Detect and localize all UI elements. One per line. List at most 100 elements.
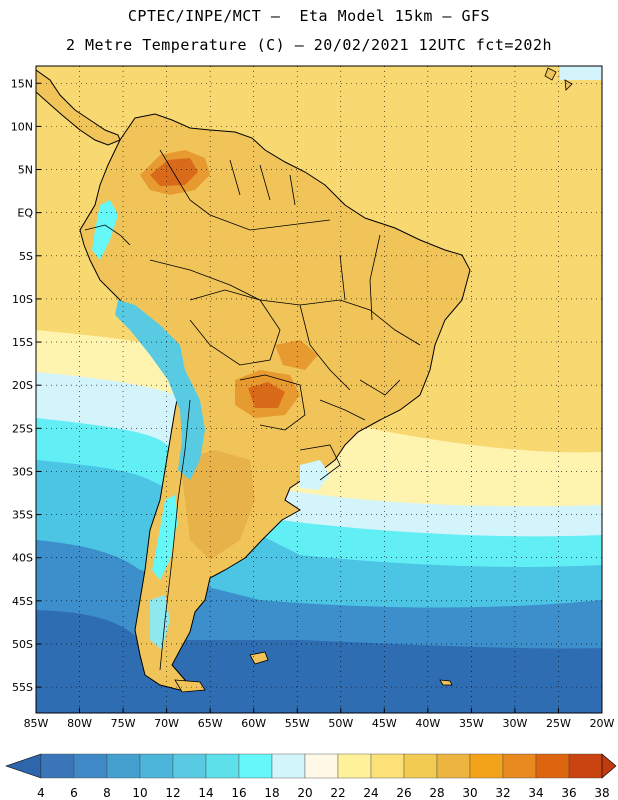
country-borders xyxy=(84,149,421,671)
colorbar-label: 14 xyxy=(198,786,213,800)
lat-tick-label: 10N xyxy=(11,120,33,133)
colorbar-label: 34 xyxy=(528,786,543,800)
colorbar-swatch xyxy=(436,753,471,779)
colorbar-swatch xyxy=(238,753,273,779)
longitude-tick-labels: 85W 80W 75W 70W 65W 60W 55W 50W 45W 40W 35W 30W 25W 2… xyxy=(24,708,615,730)
lat-tick-label: 30S xyxy=(12,465,33,478)
lat-tick-label: 15N xyxy=(11,77,33,90)
lat-tick-label: 45S xyxy=(12,595,33,608)
andes-cold-south xyxy=(152,495,178,580)
island-tierra-del-fuego xyxy=(174,679,206,693)
lon-tick-label: 75W xyxy=(111,717,136,730)
colorbar-label: 8 xyxy=(103,786,111,800)
colorbar-label: 22 xyxy=(330,786,345,800)
colorbar-label: 20 xyxy=(297,786,312,800)
lon-tick-label: 45W xyxy=(372,717,397,730)
border-peru-brazil xyxy=(149,259,261,301)
lon-tick-label: 30W xyxy=(502,717,527,730)
colorbar-label: 28 xyxy=(429,786,444,800)
lon-tick-label: 55W xyxy=(285,717,310,730)
colorbar-swatch xyxy=(205,753,240,779)
lat-tick-label: 25S xyxy=(12,422,33,435)
colorbar-label: 4 xyxy=(37,786,45,800)
andes-cold-north xyxy=(92,200,118,260)
border-bolivia xyxy=(189,289,281,366)
island-south-georgia xyxy=(439,679,453,686)
colorbar-swatch xyxy=(106,753,141,779)
colorbar-label: 24 xyxy=(363,786,378,800)
island-caribbean-1 xyxy=(544,67,557,81)
border-guianas xyxy=(229,159,296,206)
ocean-pale-corner xyxy=(560,66,602,80)
colorbar-swatch xyxy=(73,753,108,779)
hot-region-mato-grosso xyxy=(275,340,318,370)
lat-tick-label: 35S xyxy=(12,509,33,522)
map-frame xyxy=(35,65,603,714)
colorbar-swatch xyxy=(370,753,405,779)
colorbar-swatch xyxy=(139,753,174,779)
colorbar-swatch xyxy=(304,753,339,779)
lon-tick-label: 35W xyxy=(459,717,484,730)
colorbar-low-arrow xyxy=(5,753,42,779)
colorbar-swatch xyxy=(337,753,372,779)
lat-tick-label: 20S xyxy=(12,379,33,392)
andes-cold-central xyxy=(115,300,205,480)
latitude-tick-labels: 15N 10N 5N EQ 5S 10S 15S 20S 25S 30S 35S 40S 45S 50S 5… xyxy=(11,77,41,694)
map-plot-area xyxy=(36,66,602,713)
central-america-land xyxy=(36,69,121,146)
lon-tick-label: 20W xyxy=(590,717,615,730)
border-uruguay xyxy=(299,444,341,481)
colorbar-swatch xyxy=(271,753,306,779)
lat-tick-label: 55S xyxy=(12,681,33,694)
lon-tick-label: 60W xyxy=(241,717,266,730)
lon-tick-label: 85W xyxy=(24,717,49,730)
map-title-line-1: CPTEC/INPE/MCT – Eta Model 15km – GFS xyxy=(127,7,491,25)
border-brazil-states xyxy=(259,234,421,421)
colorbar-swatch xyxy=(535,753,570,779)
lon-tick-label: 80W xyxy=(67,717,92,730)
lat-tick-label: 40S xyxy=(12,552,33,565)
lat-tick-label: EQ xyxy=(17,207,33,220)
lat-tick-label: 50S xyxy=(12,638,33,651)
colorbar-swatch xyxy=(568,753,603,779)
lat-tick-label: 5N xyxy=(18,164,33,177)
lon-tick-label: 50W xyxy=(328,717,353,730)
colorbar-label: 6 xyxy=(70,786,78,800)
lat-tick-label: 5S xyxy=(19,250,33,263)
island-falklands xyxy=(249,651,269,665)
colorbar-swatch xyxy=(469,753,504,779)
colorbar-swatch xyxy=(40,753,75,779)
lat-tick-label: 10S xyxy=(12,293,33,306)
hottest-region-chaco xyxy=(248,382,285,408)
map-title-line-2: 2 Metre Temperature (C) – 20/02/2021 12U… xyxy=(65,36,553,54)
warm-region-pampas xyxy=(180,450,255,560)
colorbar-label: 38 xyxy=(594,786,609,800)
island-caribbean-2 xyxy=(564,79,573,91)
colorbar-swatch xyxy=(172,753,207,779)
patagonia-cool xyxy=(150,595,170,650)
colorbar-label: 36 xyxy=(561,786,576,800)
border-paraguay xyxy=(239,374,306,431)
colorbar-label: 16 xyxy=(231,786,246,800)
border-colombia-venezuela xyxy=(159,149,211,216)
lon-tick-label: 70W xyxy=(154,717,179,730)
border-brazil-north xyxy=(209,214,331,231)
colorbar-label: 26 xyxy=(396,786,411,800)
temperature-colorbar: 4 6 8 10 12 14 16 18 20 22 24 26 28 30 32 34 36 38 xyxy=(5,753,617,800)
lake-cold-patch xyxy=(300,460,330,490)
lon-tick-label: 65W xyxy=(198,717,223,730)
colorbar-high-arrow xyxy=(601,753,617,779)
colorbar-label: 10 xyxy=(132,786,147,800)
colorbar-label: 12 xyxy=(165,786,180,800)
islands xyxy=(174,67,573,693)
hottest-region-llanos xyxy=(150,158,198,186)
colorbar-label: 18 xyxy=(264,786,279,800)
border-argentina-chile xyxy=(159,399,191,671)
lon-tick-label: 25W xyxy=(546,717,571,730)
border-ecuador-peru xyxy=(84,224,131,246)
colorbar-swatch xyxy=(403,753,438,779)
colorbar-swatch xyxy=(502,753,537,779)
colorbar-label: 32 xyxy=(495,786,510,800)
lat-tick-label: 15S xyxy=(12,336,33,349)
